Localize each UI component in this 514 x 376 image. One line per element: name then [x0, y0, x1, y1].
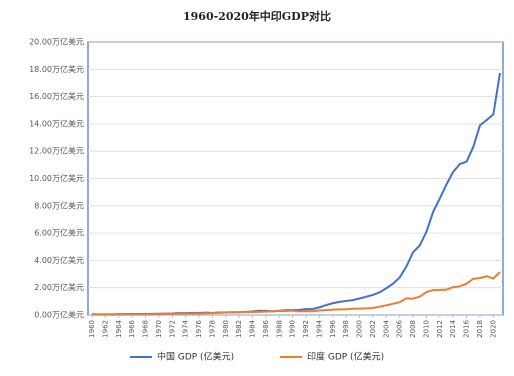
x-tick-label: 1970	[155, 320, 163, 338]
x-tick-label: 1974	[182, 319, 190, 337]
x-tick-label: 1980	[222, 320, 230, 338]
x-tick-label: 2008	[409, 320, 417, 338]
x-tick-label: 2018	[476, 320, 484, 338]
y-tick-label: 8.00万亿美元	[34, 200, 84, 210]
x-tick-label: 2020	[489, 320, 497, 338]
x-tick-label: 2010	[422, 320, 430, 338]
x-tick-label: 1982	[235, 320, 243, 338]
x-tick-label: 2000	[356, 320, 364, 338]
y-tick-label: 4.00万亿美元	[34, 255, 84, 265]
y-tick-label: 12.00万亿美元	[29, 146, 84, 156]
x-tick-label: 1984	[249, 319, 257, 337]
x-tick-label: 2016	[463, 319, 471, 337]
chart-title: 1960-2020年中印GDP对比	[183, 9, 331, 23]
y-tick-label: 10.00万亿美元	[29, 173, 84, 183]
x-tick-label: 2004	[382, 319, 390, 337]
y-tick-label: 20.00万亿美元	[29, 37, 84, 47]
x-tick-label: 2002	[369, 320, 377, 338]
x-tick-label: 2014	[449, 319, 457, 337]
x-tick-label: 1992	[302, 320, 310, 338]
x-tick-label: 1986	[262, 319, 270, 337]
x-tick-label: 1962	[101, 320, 109, 338]
x-tick-label: 1976	[195, 319, 203, 337]
x-tick-label: 1964	[115, 319, 123, 337]
y-tick-label: 6.00万亿美元	[34, 228, 84, 238]
y-tick-label: 14.00万亿美元	[29, 118, 84, 128]
y-tick-label: 0.00万亿美元	[34, 310, 84, 320]
x-tick-label: 1972	[168, 320, 176, 338]
legend-label: 中国 GDP (亿美元)	[157, 351, 234, 363]
y-tick-label: 16.00万亿美元	[29, 91, 84, 101]
x-tick-label: 1960	[88, 320, 96, 338]
x-tick-label: 1968	[142, 320, 150, 338]
legend-label: 印度 GDP (亿美元)	[307, 351, 384, 363]
x-tick-label: 1988	[275, 320, 283, 338]
y-tick-label: 18.00万亿美元	[29, 64, 84, 74]
x-tick-label: 2012	[436, 320, 444, 338]
series-line	[91, 271, 501, 316]
x-tick-label: 1996	[329, 319, 337, 337]
x-tick-label: 1990	[289, 320, 297, 338]
x-tick-label: 1994	[315, 319, 323, 337]
x-tick-label: 2006	[396, 319, 404, 337]
y-tick-label: 2.00万亿美元	[34, 282, 84, 292]
x-tick-label: 1966	[128, 319, 136, 337]
x-tick-label: 1978	[208, 320, 216, 338]
x-tick-label: 1998	[342, 320, 350, 338]
